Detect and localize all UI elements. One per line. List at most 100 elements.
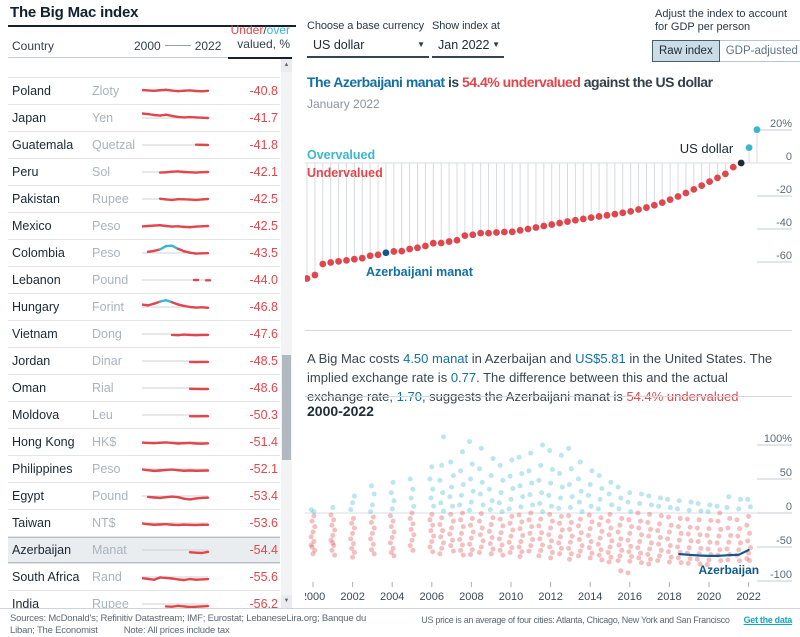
svg-text:-40: -40	[776, 217, 792, 229]
scrollbar-thumb[interactable]	[282, 355, 291, 460]
svg-text:2018: 2018	[657, 591, 681, 603]
footer-note: Note: All prices include tax	[124, 625, 230, 636]
country-name: Lebanon	[8, 273, 92, 287]
currency-name: Dong	[92, 327, 142, 341]
currency-name: Zloty	[92, 84, 142, 98]
currency-name: Peso	[92, 462, 142, 476]
country-name: Jordan	[8, 354, 92, 368]
gdp-adjusted-button[interactable]: GDP-adjusted	[720, 40, 800, 62]
sparkline-2000-2022	[142, 107, 212, 129]
table-scrollbar[interactable]: ▲ ▼	[281, 59, 292, 608]
gdp-adjust-label: Adjust the index to account for GDP per …	[655, 8, 795, 34]
currency-name: Peso	[92, 219, 142, 233]
valuation-percent: -55.6	[212, 570, 280, 584]
currency-name: Peso	[92, 246, 142, 260]
valuation-percent: -51.4	[212, 435, 280, 449]
country-name: Peru	[8, 165, 92, 179]
range-start-label: 2000	[134, 39, 161, 53]
currency-name: HK$	[92, 435, 142, 449]
chevron-down-icon: ▼	[417, 40, 425, 49]
valuation-percent: -48.5	[212, 354, 280, 368]
valuation-percent: -53.6	[212, 516, 280, 530]
page-title: The Big Mac index	[10, 4, 296, 21]
scrollbar-down-arrow-icon[interactable]: ▼	[281, 595, 292, 608]
index-type-toggle: Raw index GDP-adjusted	[652, 40, 800, 62]
footer-sources: Sources: McDonald's; Refinitiv Datastrea…	[10, 613, 392, 637]
valuation-percent: -48.6	[212, 381, 280, 395]
currency-name: Rupee	[92, 192, 142, 206]
svg-text:2016: 2016	[618, 591, 642, 603]
sparkline-2000-2022	[142, 566, 212, 588]
footer-us-price-note: US price is an average of four cities: A…	[421, 615, 792, 625]
currency-name: Sol	[92, 165, 142, 179]
country-name: Vietnam	[8, 327, 92, 341]
scrollbar-up-arrow-icon[interactable]: ▲	[281, 59, 292, 72]
raw-index-button[interactable]: Raw index	[652, 40, 720, 62]
show-index-label: Show index at	[432, 20, 500, 32]
valuation-percent: -53.4	[212, 489, 280, 503]
show-index-dropdown[interactable]: Jan 2022 ▼	[432, 36, 504, 58]
svg-text:US dollar: US dollar	[680, 141, 734, 156]
svg-text:Undervalued: Undervalued	[307, 166, 383, 180]
svg-text:2020: 2020	[697, 591, 721, 603]
currency-name: NT$	[92, 516, 142, 530]
svg-text:2022: 2022	[736, 591, 760, 603]
sparkline-2000-2022	[142, 512, 212, 534]
valuation-percent: -40.8	[212, 84, 280, 98]
sparkline-2000-2022	[142, 296, 212, 318]
svg-text:-20: -20	[776, 184, 792, 196]
sparkline-2000-2022	[142, 188, 212, 210]
sparkline-2000-2022	[142, 539, 212, 561]
scatter-chart-title: 2000-2022	[307, 403, 374, 419]
currency-name: Rand	[92, 570, 142, 584]
sparkline-2000-2022	[142, 593, 212, 609]
valuation-percent: -42.5	[212, 192, 280, 206]
country-name: Taiwan	[8, 516, 92, 530]
valuation-percent: -43.5	[212, 246, 280, 260]
get-the-data-link[interactable]: Get the data	[744, 615, 792, 625]
valuation-percent: -42.1	[212, 165, 280, 179]
currency-name: Forint	[92, 300, 142, 314]
svg-text:2010: 2010	[499, 591, 523, 603]
svg-text:2006: 2006	[420, 591, 444, 603]
svg-text:2012: 2012	[538, 591, 562, 603]
base-currency-dropdown[interactable]: US dollar ▼	[307, 36, 429, 58]
country-name: Egypt	[8, 489, 92, 503]
valuation-percent: -54.4	[212, 543, 280, 557]
sparkline-2000-2022	[142, 458, 212, 480]
country-name: Hungary	[8, 300, 92, 314]
headline-currency: The Azerbaijani manat	[307, 74, 445, 90]
svg-text:100%: 100%	[764, 433, 792, 445]
sparkline-2000-2022	[142, 215, 212, 237]
column-header-country[interactable]: Country	[12, 39, 54, 53]
country-name: Japan	[8, 111, 92, 125]
country-name: Hong Kong	[8, 435, 92, 449]
svg-text:2014: 2014	[578, 591, 602, 603]
base-currency-label: Choose a base currency	[307, 20, 424, 32]
chevron-down-icon: ▼	[492, 40, 500, 49]
currency-name: Yen	[92, 111, 142, 125]
headline-valuation: 54.4% undervalued	[462, 74, 580, 90]
